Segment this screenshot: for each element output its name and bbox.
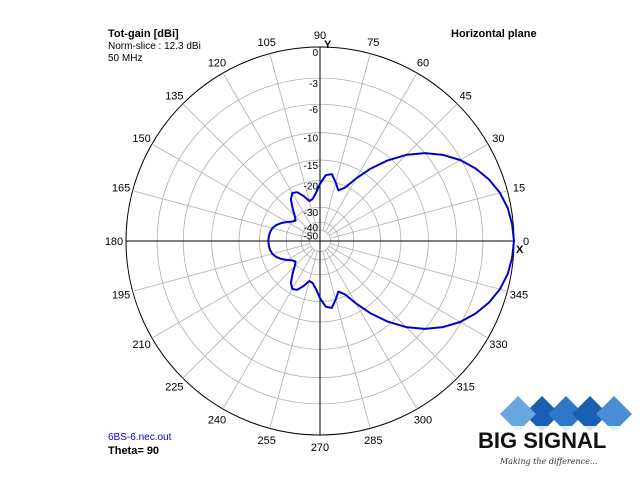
theta-label: Theta= 90 bbox=[108, 445, 160, 457]
grid-spoke bbox=[324, 72, 418, 233]
radial-tick-label: -3 bbox=[309, 79, 318, 90]
angle-tick-label: 315 bbox=[456, 382, 474, 394]
angle-tick-label: 345 bbox=[510, 289, 528, 301]
big-signal-logo: BIG SIGNAL Making the difference... bbox=[474, 396, 632, 466]
radial-tick-label: 0 bbox=[312, 48, 318, 59]
radial-tick-label: -6 bbox=[309, 105, 318, 116]
angle-tick-label: 270 bbox=[311, 442, 329, 454]
angle-tick-label: 30 bbox=[492, 133, 504, 145]
angle-tick-label: 300 bbox=[414, 414, 432, 426]
angle-tick-label: 120 bbox=[208, 58, 226, 70]
grid-spoke bbox=[182, 103, 313, 234]
grid-spoke bbox=[222, 72, 316, 233]
radial-tick-label: -15 bbox=[304, 161, 319, 172]
grid-spoke bbox=[132, 190, 310, 239]
grid-spoke bbox=[322, 53, 371, 231]
angle-tick-label: 285 bbox=[364, 435, 382, 447]
grid-spoke bbox=[322, 251, 371, 429]
angle-tick-label: 0 bbox=[523, 236, 529, 248]
angle-tick-label: 165 bbox=[112, 183, 130, 195]
norm-slice-label: Norm-slice : 12.3 dBi bbox=[108, 41, 201, 52]
angle-tick-label: 15 bbox=[513, 183, 525, 195]
radial-tick-label: -40 bbox=[304, 223, 319, 234]
radial-tick-labels: 0 -3 -6 -10 -15 -20 -30 -40-50 bbox=[304, 48, 319, 242]
radial-tick-label: -50 bbox=[304, 231, 319, 242]
radial-tick-label: -20 bbox=[304, 182, 319, 193]
chart-title: Tot-gain [dBi] bbox=[108, 28, 179, 40]
pattern-trace bbox=[267, 152, 515, 330]
plane-label: Horizontal plane bbox=[451, 28, 537, 40]
angle-tick-label: 135 bbox=[165, 90, 183, 102]
grid-spoke bbox=[182, 248, 313, 379]
grid-spoke bbox=[222, 249, 316, 410]
angle-tick-label: 45 bbox=[460, 90, 472, 102]
angle-tick-label: 330 bbox=[489, 339, 507, 351]
y-axis-label: Y bbox=[324, 39, 332, 51]
grid-spoke bbox=[324, 249, 418, 410]
grid-spoke bbox=[328, 143, 489, 237]
angle-tick-label: 150 bbox=[132, 133, 150, 145]
svg-text:BIG SIGNAL: BIG SIGNAL bbox=[478, 428, 606, 453]
angle-tick-label: 255 bbox=[258, 435, 276, 447]
svg-text:Making the difference...: Making the difference... bbox=[499, 457, 597, 466]
x-axis-label: X bbox=[516, 244, 524, 256]
angle-tick-label: 75 bbox=[367, 37, 379, 49]
grid-spoke bbox=[132, 243, 310, 292]
angle-tick-label: 60 bbox=[417, 58, 429, 70]
frequency-label: 50 MHz bbox=[108, 53, 143, 64]
grid-spoke bbox=[330, 243, 508, 292]
radial-tick-label: -30 bbox=[304, 208, 319, 219]
angle-tick-labels: 0 15 30 45 60 75 90 105 120 135 150 165 180 195 210 225… bbox=[105, 30, 529, 454]
grid-spoke bbox=[151, 143, 312, 237]
grid-spoke bbox=[327, 103, 458, 234]
grid-spoke bbox=[328, 245, 489, 339]
radiation-pattern bbox=[267, 152, 515, 330]
angle-tick-label: 105 bbox=[258, 37, 276, 49]
polar-grid bbox=[125, 46, 515, 436]
angle-tick-label: 225 bbox=[165, 382, 183, 394]
file-name-label: 6BS-6.nec.out bbox=[108, 432, 172, 443]
grid-spoke bbox=[327, 248, 458, 379]
radial-tick-label: -10 bbox=[304, 134, 319, 145]
angle-tick-label: 210 bbox=[132, 339, 150, 351]
grid-spoke bbox=[330, 190, 508, 239]
angle-tick-label: 90 bbox=[314, 30, 326, 42]
grid-spoke bbox=[151, 245, 312, 339]
angle-tick-label: 240 bbox=[208, 414, 226, 426]
angle-tick-label: 180 bbox=[105, 236, 123, 248]
angle-tick-label: 195 bbox=[112, 289, 130, 301]
